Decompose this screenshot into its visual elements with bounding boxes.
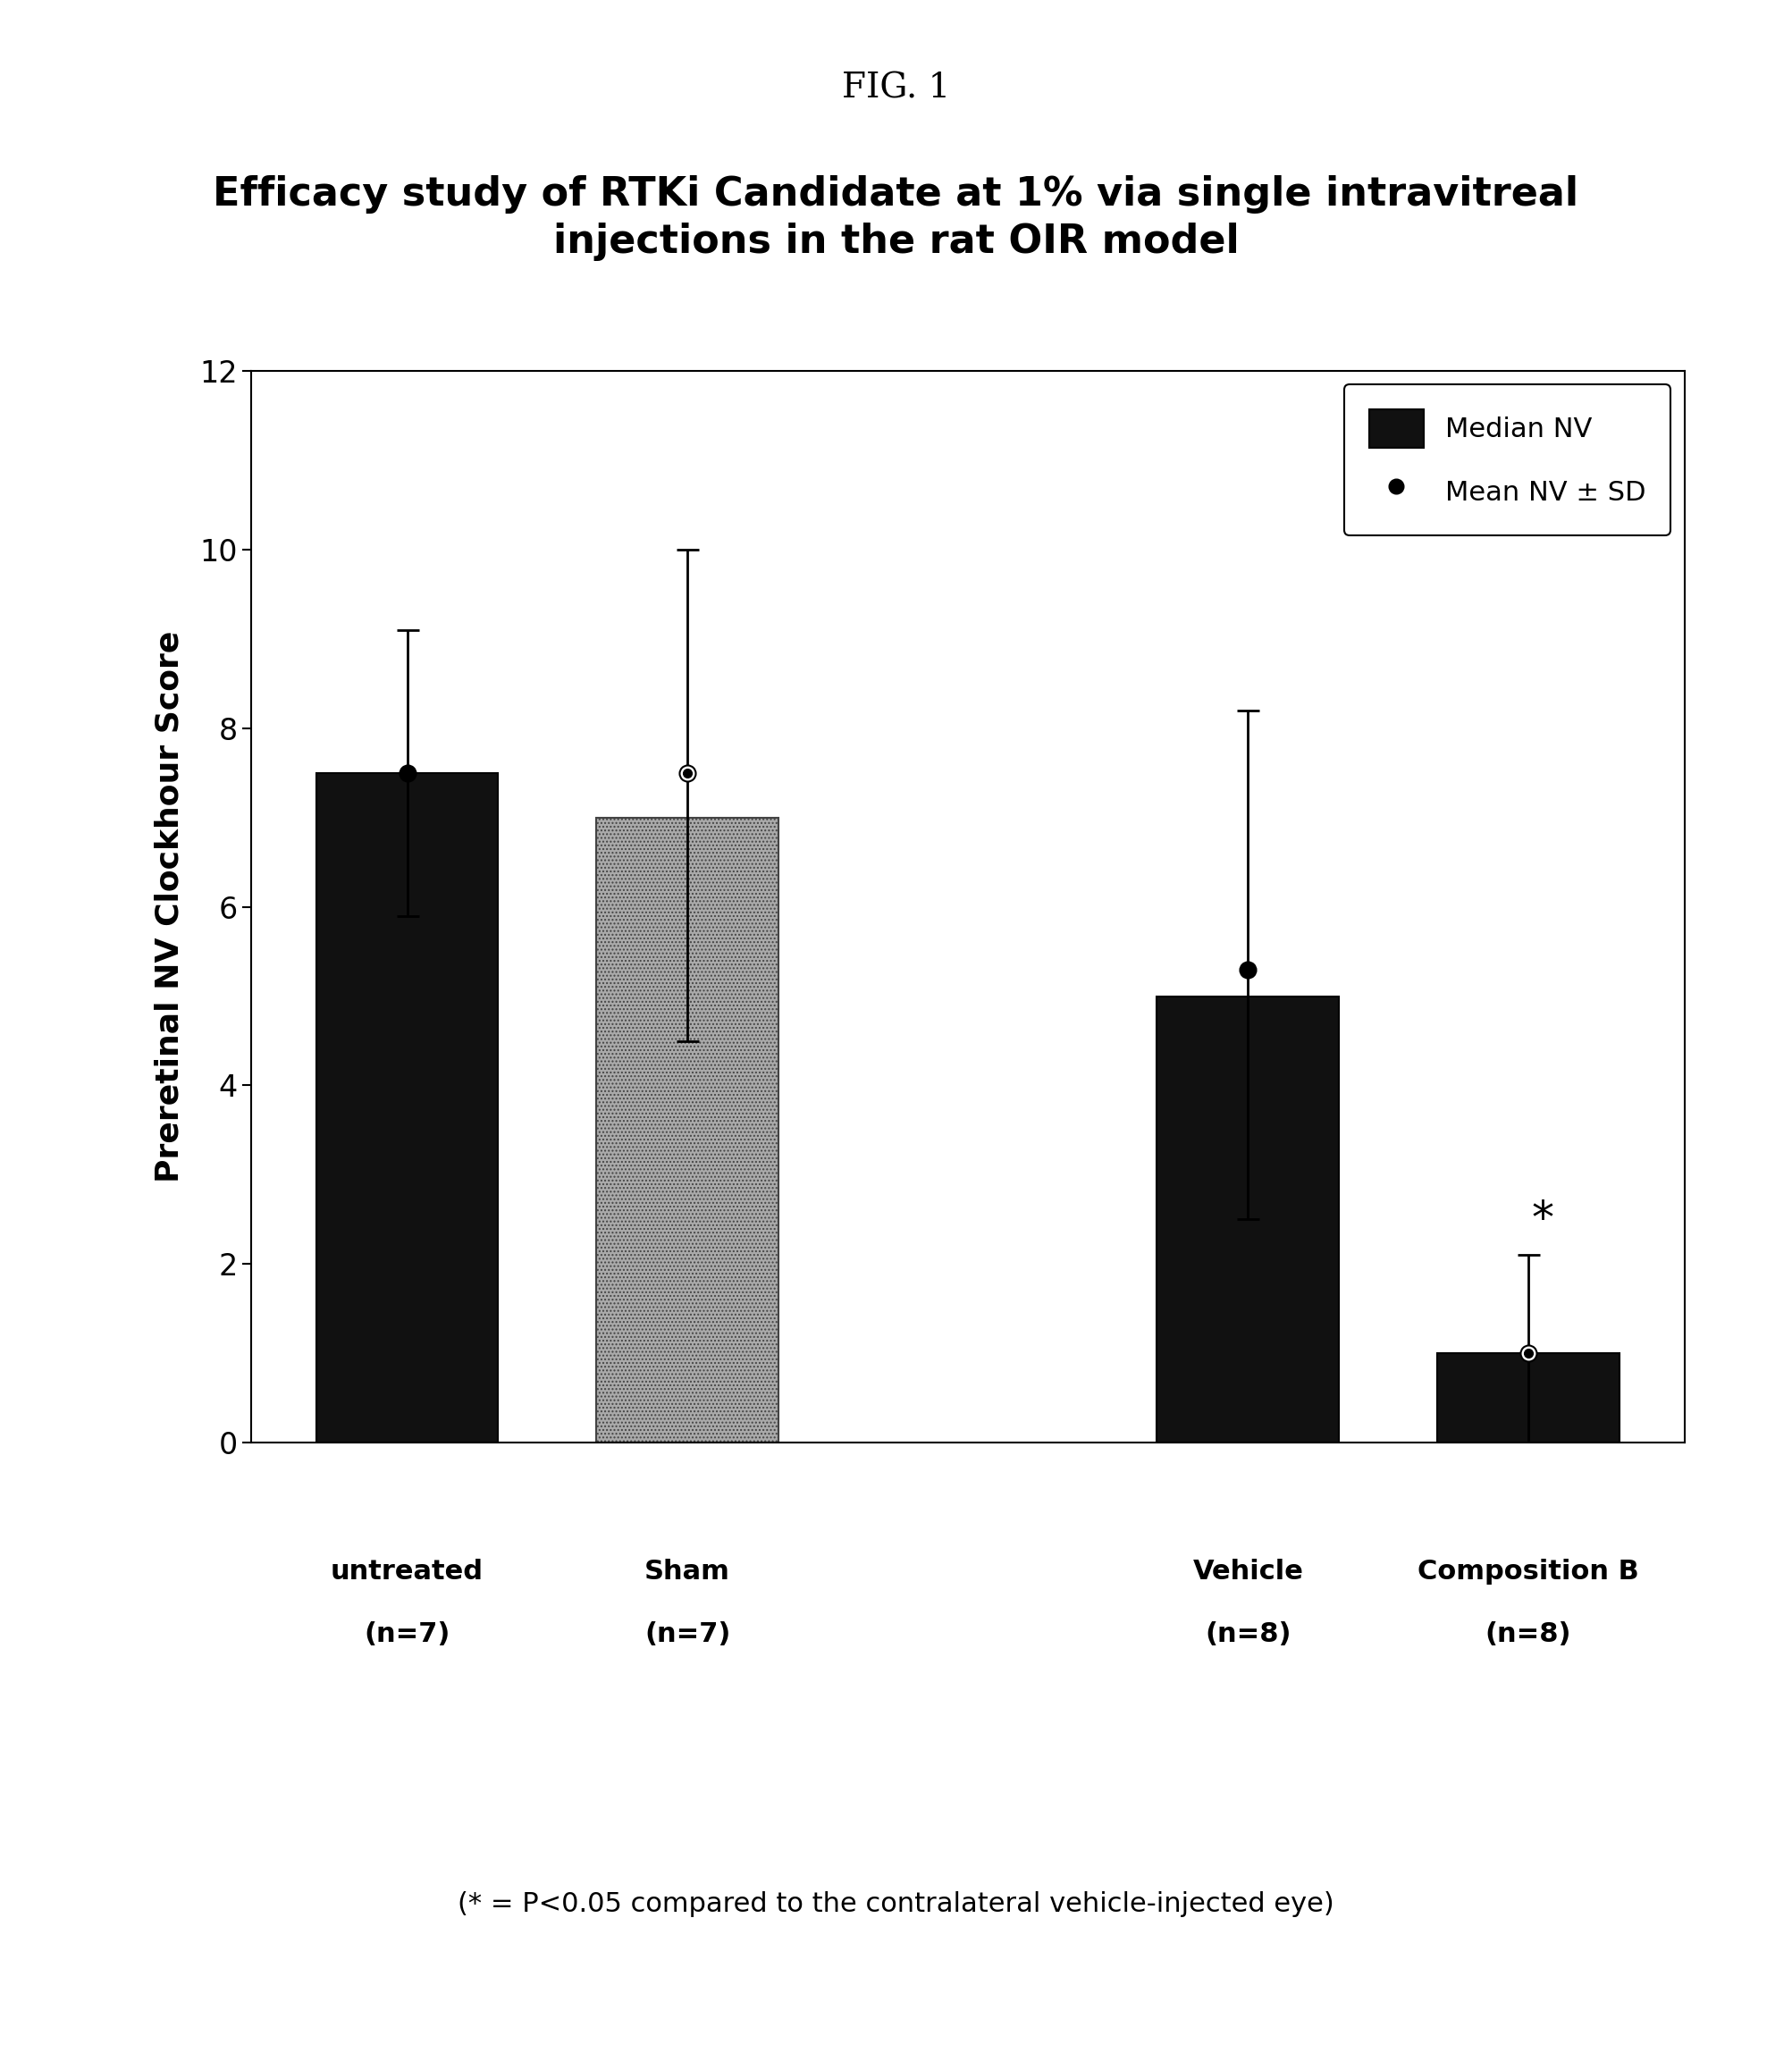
Text: *: * (1530, 1200, 1554, 1241)
Text: (n=7): (n=7) (645, 1622, 731, 1647)
Bar (1437, 1354, 1620, 1443)
Text: Efficacy study of RTKi Candidate at 1% via single intravitreal
injections in the: Efficacy study of RTKi Candidate at 1% v… (213, 175, 1579, 262)
Text: (n=8): (n=8) (1204, 1622, 1290, 1647)
Legend: Median NV, Mean NV ± SD: Median NV, Mean NV ± SD (1344, 385, 1670, 536)
Text: (n=7): (n=7) (364, 1622, 450, 1647)
Bar (315, 773, 498, 1443)
Text: Vehicle: Vehicle (1193, 1558, 1303, 1585)
Bar (1158, 995, 1339, 1443)
Text: (n=8): (n=8) (1486, 1622, 1572, 1647)
Text: Composition B: Composition B (1417, 1558, 1640, 1585)
Text: FIG. 1: FIG. 1 (842, 72, 950, 105)
Text: untreated: untreated (332, 1558, 484, 1585)
Text: Sham: Sham (645, 1558, 731, 1585)
Y-axis label: Preretinal NV Clockhour Score: Preretinal NV Clockhour Score (154, 631, 185, 1183)
Bar (597, 818, 778, 1443)
Text: (* = P<0.05 compared to the contralateral vehicle-injected eye): (* = P<0.05 compared to the contralatera… (457, 1890, 1335, 1917)
